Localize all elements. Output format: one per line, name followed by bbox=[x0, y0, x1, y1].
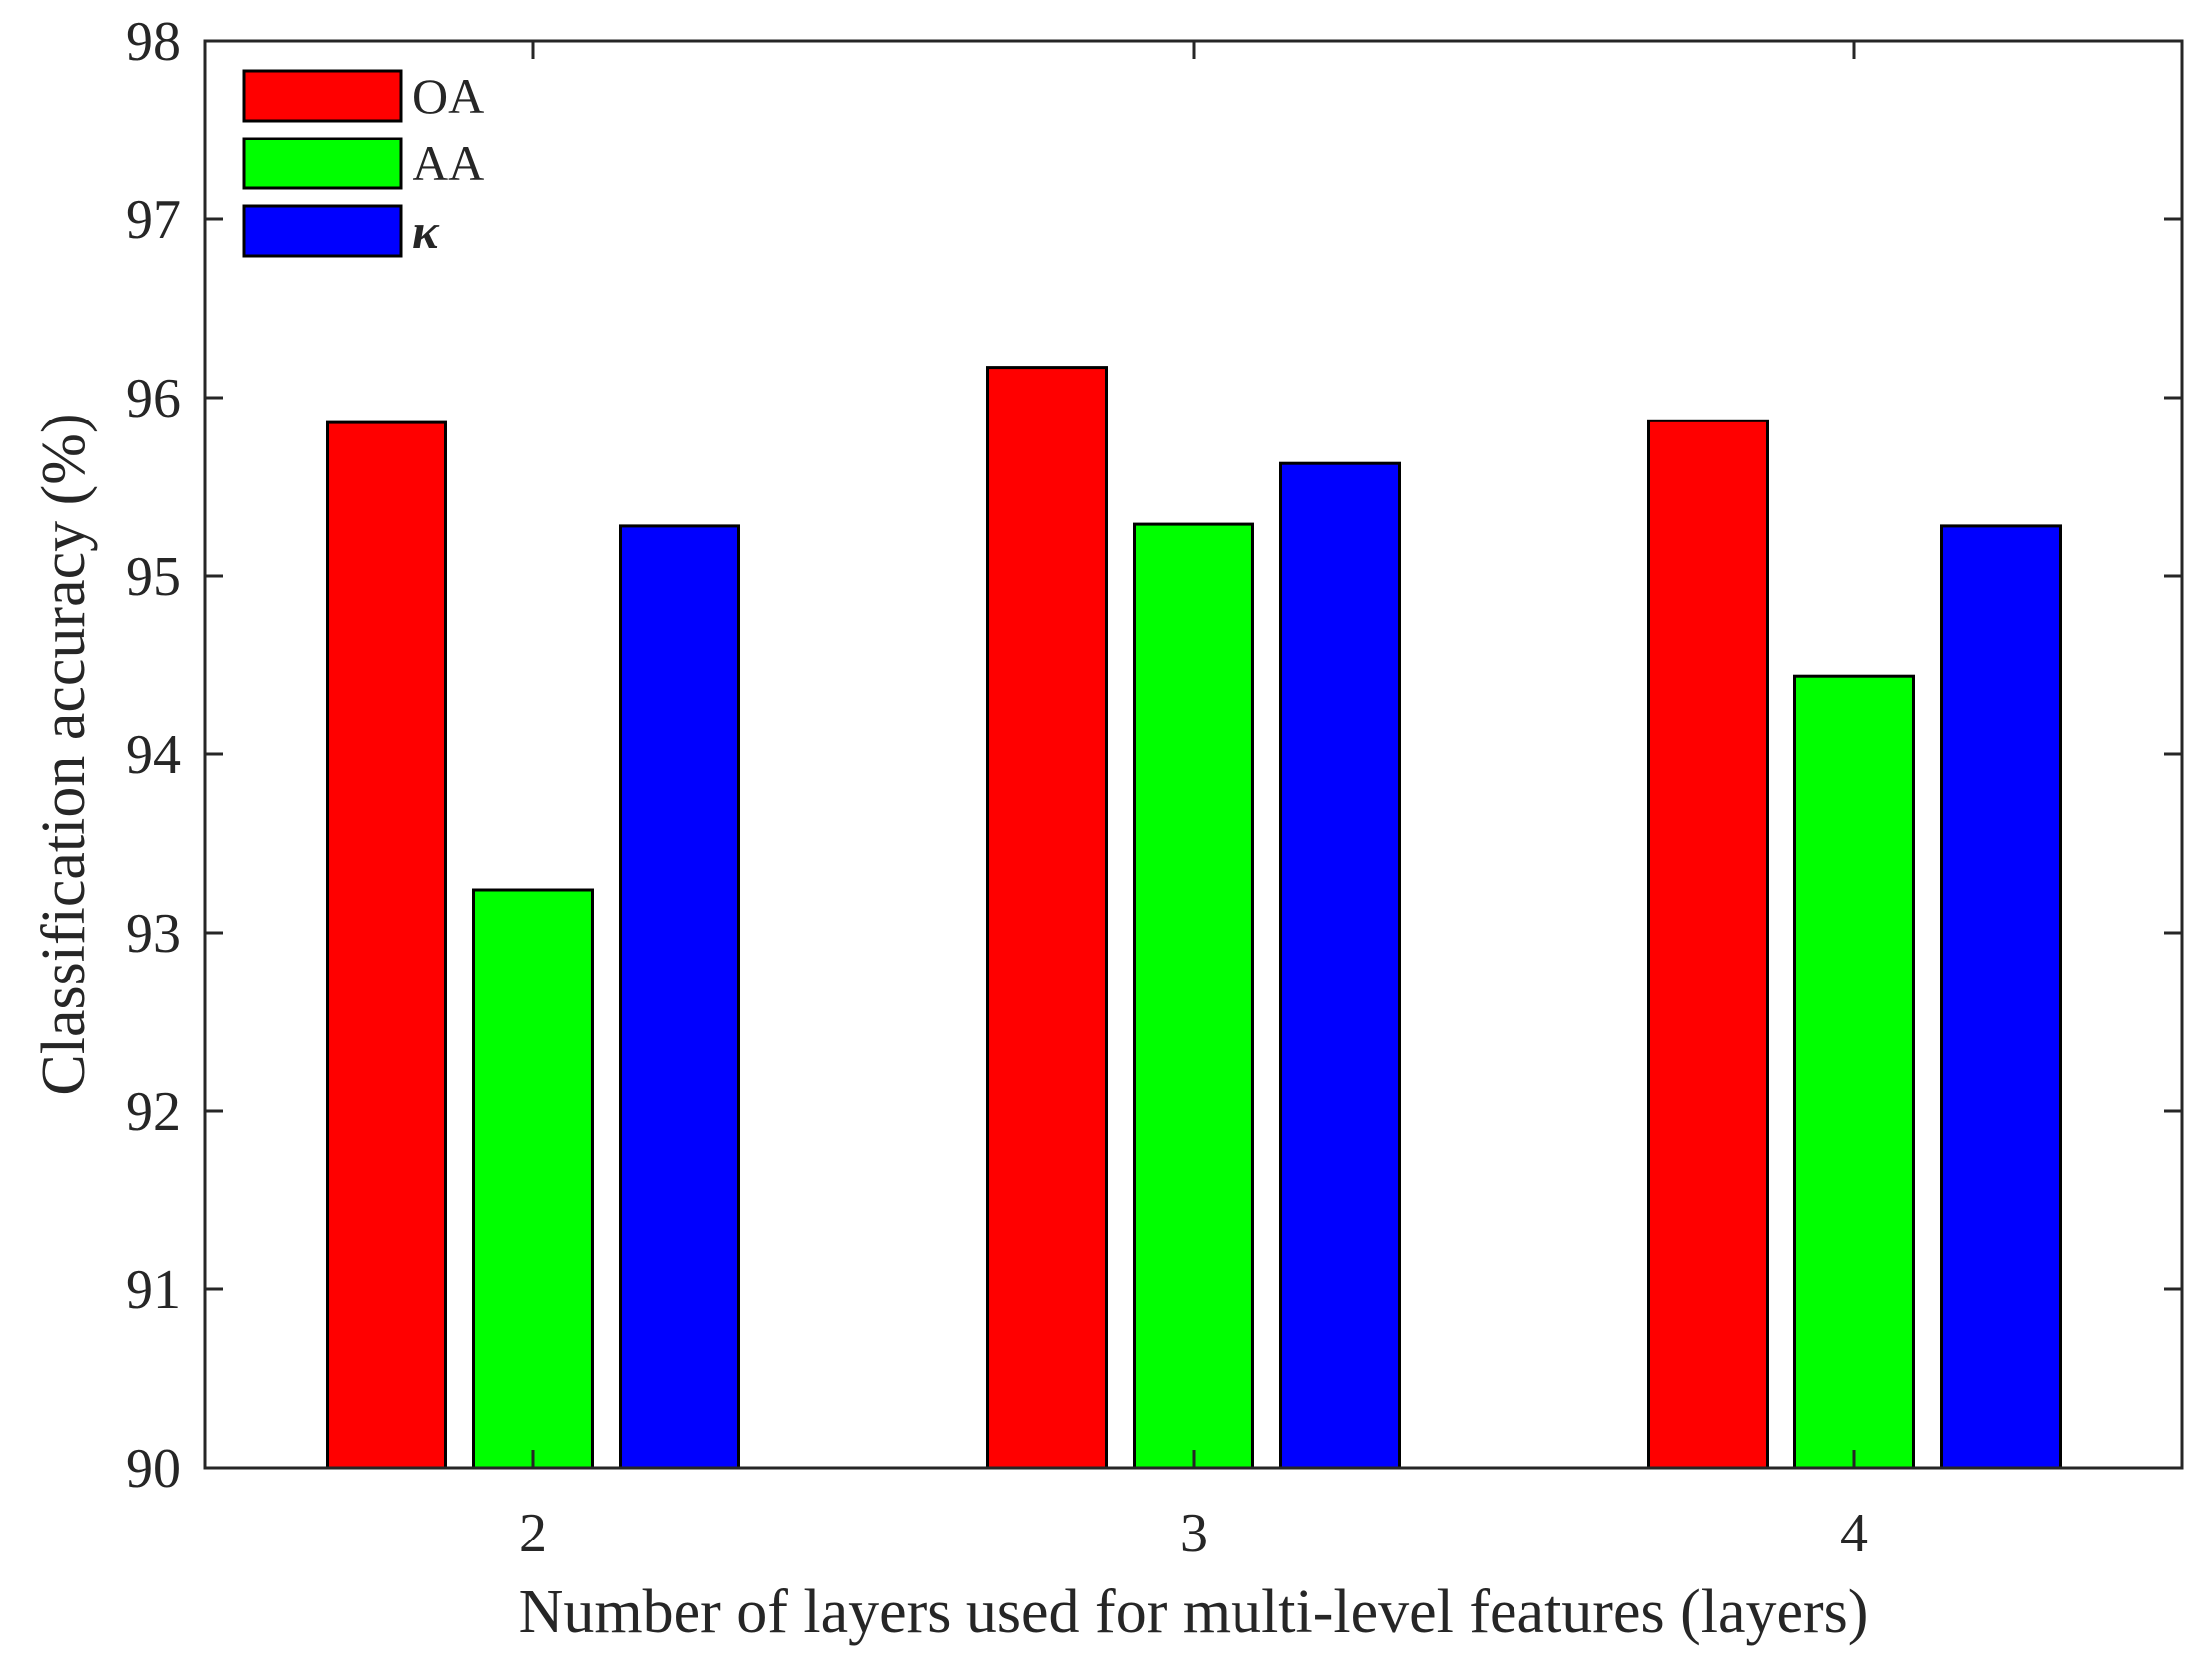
legend-label-AA: AA bbox=[413, 136, 484, 191]
legend-swatch-κ bbox=[242, 204, 403, 258]
bar-AA-2 bbox=[472, 888, 594, 1470]
x-tick-label: 4 bbox=[1840, 1503, 1868, 1564]
bars-layer bbox=[326, 366, 2062, 1470]
legend-swatch-AA bbox=[242, 137, 403, 190]
bar-OA-3 bbox=[986, 366, 1108, 1470]
bar-κ-3 bbox=[1279, 461, 1401, 1470]
bar-OA-2 bbox=[326, 420, 447, 1470]
y-tick-label: 98 bbox=[126, 11, 181, 73]
x-tick-label: 2 bbox=[519, 1503, 547, 1564]
bar-κ-4 bbox=[1940, 524, 2062, 1470]
bar-AA-3 bbox=[1133, 522, 1254, 1470]
y-tick-label: 94 bbox=[126, 724, 181, 786]
y-tick-label: 90 bbox=[126, 1438, 181, 1500]
legend: OA AA κ bbox=[242, 68, 484, 259]
bar-κ-2 bbox=[619, 524, 740, 1470]
y-tick-label: 95 bbox=[126, 546, 181, 608]
x-tick-label: 3 bbox=[1180, 1503, 1208, 1564]
bar-OA-4 bbox=[1647, 419, 1769, 1470]
y-tick-label: 91 bbox=[126, 1260, 181, 1321]
legend-swatch-OA bbox=[242, 69, 403, 123]
y-axis-label: Classification accuracy (%) bbox=[30, 413, 98, 1095]
ticks-layer: 90 91 92 93 94 95 96 97 98 2 3 4 bbox=[126, 11, 2182, 1564]
y-tick-label: 97 bbox=[126, 189, 181, 251]
bar-AA-4 bbox=[1793, 674, 1915, 1470]
y-tick-label: 96 bbox=[126, 368, 181, 429]
y-tick-label: 93 bbox=[126, 903, 181, 965]
x-axis-label: Number of layers used for multi-level fe… bbox=[519, 1578, 1869, 1646]
legend-label-OA: OA bbox=[413, 68, 484, 124]
y-tick-label: 92 bbox=[126, 1081, 181, 1143]
legend-label-κ: κ bbox=[413, 203, 440, 259]
